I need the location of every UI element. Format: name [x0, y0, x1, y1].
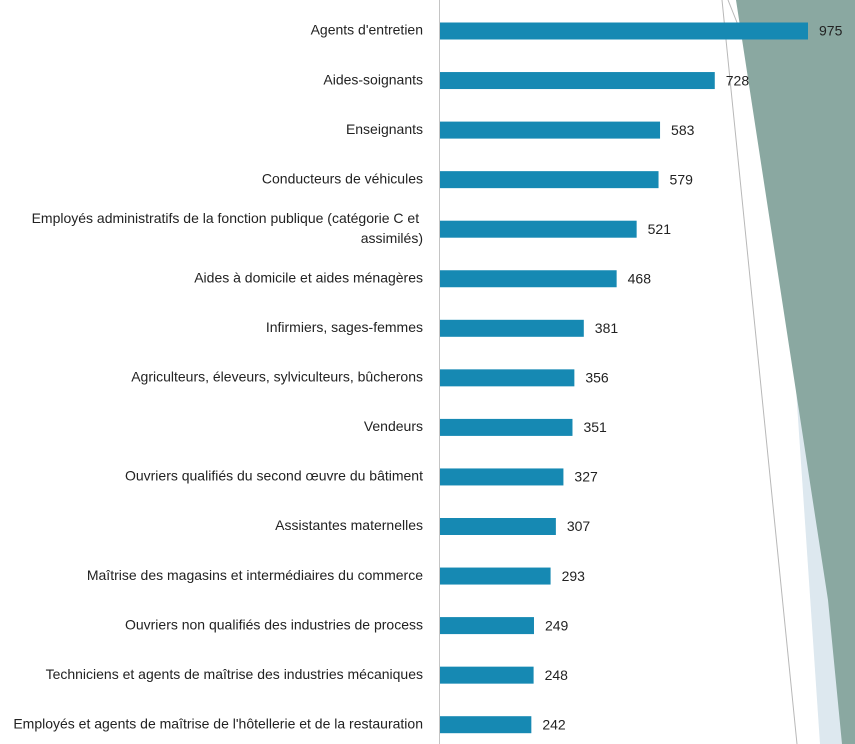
- decor-dark: [736, 0, 855, 744]
- bar: [440, 319, 584, 337]
- bar: [440, 270, 617, 288]
- value-label: 583: [671, 122, 695, 138]
- bar: [440, 468, 564, 486]
- category-label: Agents d'entretien: [311, 22, 423, 38]
- category-label: Aides à domicile et aides ménagères: [194, 269, 423, 285]
- category-label: Infirmiers, sages-femmes: [266, 319, 423, 335]
- bar: [440, 72, 715, 90]
- category-label: Agriculteurs, éleveurs, sylviculteurs, b…: [131, 369, 423, 385]
- bar: [440, 666, 534, 684]
- category-label: Employés et agents de maîtrise de l'hôte…: [13, 715, 423, 731]
- value-label: 307: [567, 518, 591, 534]
- decor-line: [721, 0, 798, 744]
- category-label: Maîtrise des magasins et intermédiaires …: [87, 567, 423, 583]
- bar: [440, 22, 808, 40]
- bar: [440, 171, 659, 189]
- value-label: 579: [670, 171, 694, 187]
- value-label: 975: [819, 23, 843, 39]
- bar: [440, 617, 534, 635]
- category-label: Employés administratifs de la fonction p…: [32, 210, 423, 246]
- value-label: 327: [574, 469, 598, 485]
- bar: [440, 121, 661, 139]
- bar: [440, 716, 532, 734]
- category-label: Enseignants: [346, 121, 423, 137]
- value-label: 249: [545, 617, 569, 633]
- category-label: Techniciens et agents de maîtrise des in…: [46, 666, 423, 682]
- value-label: 728: [726, 72, 750, 88]
- value-label: 293: [562, 568, 586, 584]
- category-label: Aides-soignants: [323, 71, 423, 87]
- value-label: 248: [545, 667, 569, 683]
- bar: [440, 518, 556, 535]
- category-label: Ouvriers qualifiés du second œuvre du bâ…: [125, 468, 423, 484]
- value-label: 351: [583, 419, 607, 435]
- value-label: 242: [542, 716, 566, 732]
- value-label: 381: [595, 320, 619, 336]
- bar: [440, 567, 551, 585]
- bar: [440, 369, 575, 387]
- value-label: 521: [648, 221, 672, 237]
- category-label: Ouvriers non qualifiés des industries de…: [125, 616, 423, 632]
- value-label: 468: [628, 270, 652, 286]
- category-label: Assistantes maternelles: [275, 517, 423, 533]
- bar: [440, 220, 637, 238]
- category-label: Vendeurs: [364, 418, 423, 434]
- value-label: 356: [585, 370, 609, 386]
- category-label: Conducteurs de véhicules: [262, 170, 423, 186]
- bar: [440, 418, 573, 436]
